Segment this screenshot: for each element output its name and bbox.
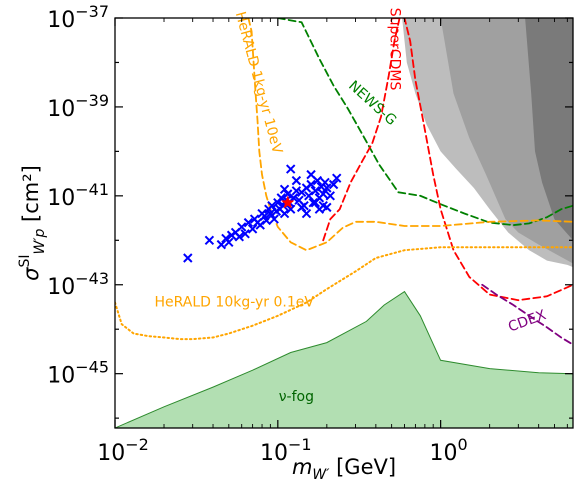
model-point — [301, 208, 312, 219]
model-point — [304, 191, 314, 201]
herald1-limit-curve — [247, 18, 573, 252]
x-axis-title: mW′ [GeV] — [292, 455, 396, 483]
model-point — [318, 189, 328, 199]
model-point — [328, 179, 339, 190]
y-tick-label: 10−41 — [47, 180, 109, 211]
model-point — [240, 229, 250, 239]
plot-frame — [114, 17, 574, 429]
model-point — [255, 220, 265, 230]
x-tick-label: 100 — [430, 435, 468, 466]
model-point — [286, 164, 296, 174]
model-point — [325, 191, 335, 201]
nu-fog-boundary — [115, 290, 573, 428]
herald2-limit-curve — [115, 246, 573, 341]
y-axis-title: σSIW′p [cm²] — [17, 165, 48, 281]
x-tick-label: 10−1 — [260, 435, 312, 466]
model-point — [279, 184, 290, 195]
model-point — [322, 202, 332, 213]
y-tick-label: 10−45 — [47, 358, 109, 389]
plot-area — [115, 18, 573, 428]
model-point — [306, 169, 316, 180]
model-point — [291, 175, 302, 186]
y-tick-label: 10−43 — [47, 269, 109, 300]
model-point — [247, 224, 258, 234]
model-point — [279, 208, 290, 219]
axis-tick-labels: 10−2 10−1 100 10−45 10−43 10−41 10−39 10−37 — [47, 2, 468, 466]
herald2-label: HeRALD 10kg-yr 0.1eV — [155, 294, 315, 310]
model-point — [265, 208, 276, 219]
model-point — [183, 253, 193, 263]
y-tick-label: 10−39 — [47, 91, 109, 122]
x-tick-label: 10−2 — [97, 435, 149, 466]
model-point — [310, 198, 321, 208]
model-point — [236, 222, 247, 232]
axis-ticks — [114, 17, 573, 428]
model-point — [282, 189, 293, 199]
benchmark-star — [280, 195, 295, 209]
model-point — [243, 217, 254, 228]
model-point — [216, 239, 227, 250]
exclusion-region-dark — [525, 18, 573, 241]
model-point — [332, 173, 342, 183]
model-point — [269, 214, 279, 224]
model-point — [291, 186, 302, 196]
model-point — [320, 177, 330, 188]
model-point — [322, 183, 332, 193]
model-point — [224, 237, 234, 248]
nu-fog-region — [115, 291, 573, 428]
nufog-label: ν-fog — [279, 389, 314, 405]
model-point — [234, 232, 245, 242]
model-point — [286, 204, 296, 214]
model-point — [261, 215, 272, 226]
cdex-limit-curve — [481, 283, 573, 346]
supercdms-limit-curve — [322, 18, 573, 302]
model-point — [204, 235, 215, 246]
supercdms-label: SuperCDMS — [386, 8, 402, 91]
model-point — [310, 186, 321, 196]
y-tick-label: 10−37 — [47, 2, 109, 33]
model-point — [306, 179, 316, 190]
